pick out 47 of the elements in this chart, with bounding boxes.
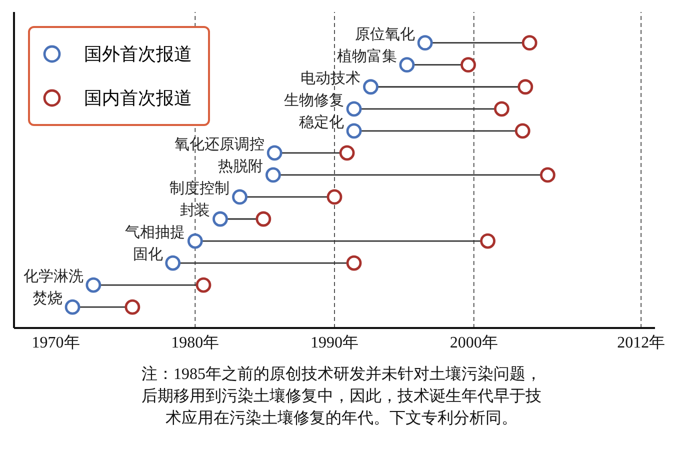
legend-label: 国内首次报道 (84, 87, 192, 110)
y-tick-label: 氧化还原调控 (174, 136, 265, 153)
point (256, 211, 272, 227)
point (480, 233, 496, 249)
point (266, 145, 282, 161)
point (417, 35, 433, 51)
text: 注：1985年之前的原创技术研发并未针对土壤污染问题，后期移用到污染土壤修复中，因此，技术诞生年代早于技术应用在污染土壤修复的年代。下文专利分析同。 (140, 364, 542, 429)
point (346, 123, 362, 139)
point (399, 57, 415, 73)
y-tick-label: 化学淋洗 (23, 268, 84, 286)
point (265, 167, 281, 183)
point (196, 277, 212, 293)
point (86, 277, 102, 293)
x-tick-label: 1980年 (171, 334, 220, 352)
y-tick-label: 稳定化 (299, 114, 344, 131)
point (212, 211, 228, 227)
point (363, 79, 378, 95)
legend-label: 国外首次报道 (84, 43, 192, 66)
x-tick-label: 1990年 (310, 334, 358, 352)
y-tick-label: 生物修复 (284, 92, 344, 109)
x-tick-label: 2000年 (450, 334, 498, 352)
y-tick-label: 固化 (132, 246, 163, 264)
point (346, 255, 362, 271)
y-tick-label: 气相抽提 (125, 224, 186, 242)
y-tick-label: 原位氧化 (355, 26, 416, 43)
point (518, 79, 534, 95)
point (165, 255, 181, 271)
point (187, 233, 203, 249)
y-tick-label: 焚烧 (32, 290, 63, 308)
point (522, 35, 538, 51)
x-tick-label: 1970年 (32, 334, 80, 352)
x-tick-label: 2012年 (617, 334, 666, 352)
point (494, 101, 510, 117)
point (64, 299, 80, 315)
y-tick-label: 植物富集 (336, 48, 397, 65)
y-tick-label: 封装 (180, 202, 210, 219)
point (326, 189, 342, 205)
point (514, 123, 530, 139)
point (540, 167, 556, 183)
point (339, 145, 355, 161)
y-tick-label: 电动技术 (300, 70, 361, 87)
point (346, 101, 362, 117)
y-tick-label: 制度控制 (170, 180, 230, 197)
point (124, 299, 140, 315)
point (460, 57, 476, 73)
y-tick-label: 热脱附 (218, 158, 264, 175)
point (232, 189, 248, 205)
